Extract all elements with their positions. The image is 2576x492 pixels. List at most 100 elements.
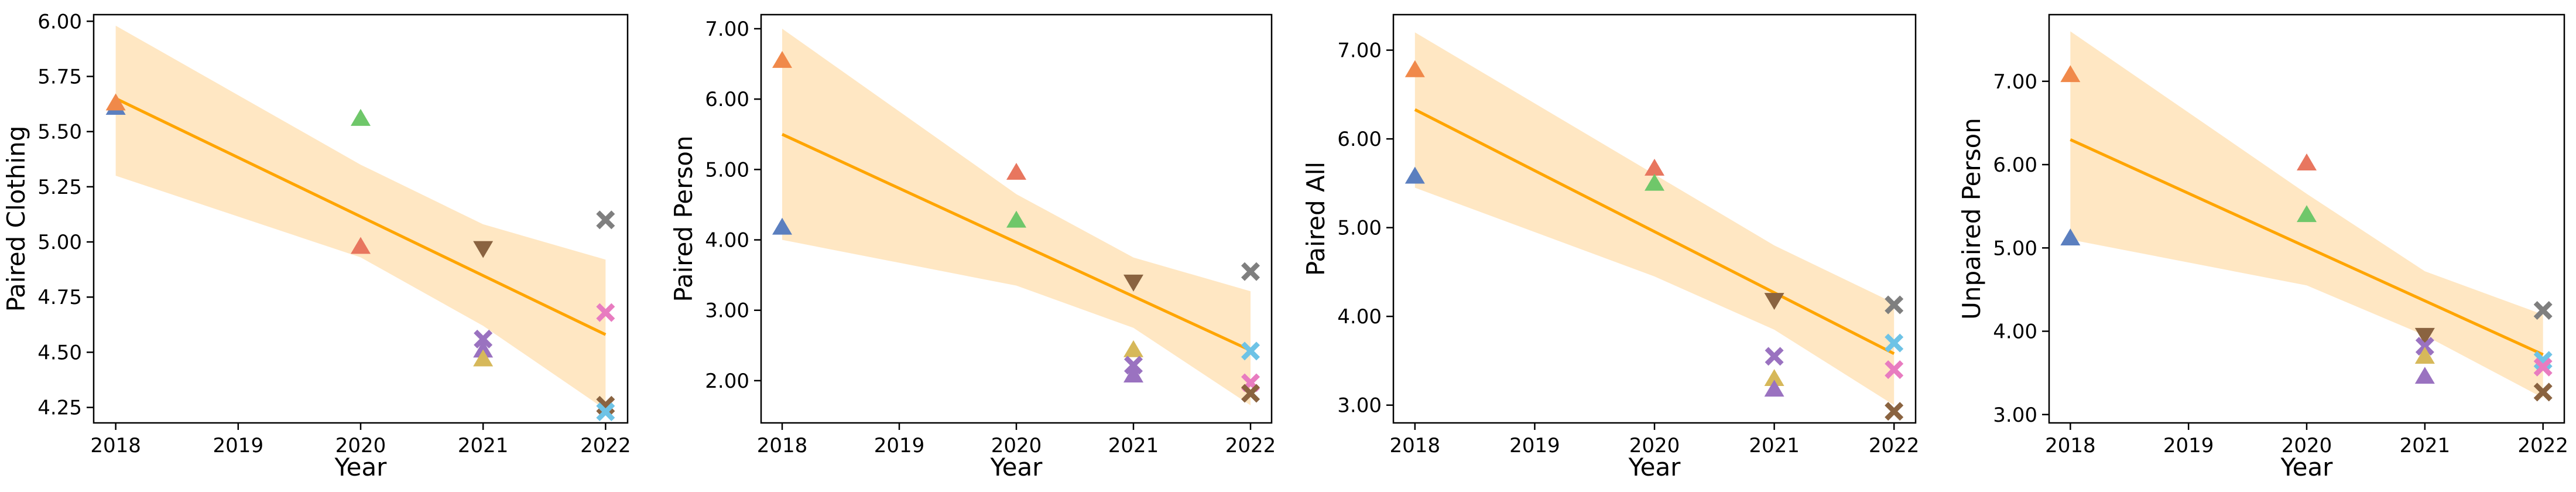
- y-axis-label: Paired Person: [669, 135, 698, 302]
- data-point-7: [1764, 369, 1784, 386]
- chart-panel-1: 2018 2019 2020 2021 2022 4.25 4.50 4.75 5.00 5.25…: [2, 10, 631, 481]
- y-tick-label: 4.00: [1993, 320, 2037, 344]
- x-tick-label: 2020: [2282, 434, 2332, 457]
- trend-line: [1414, 108, 1895, 356]
- data-point-7: [1123, 356, 1143, 375]
- x-tick-label: 2021: [458, 434, 509, 457]
- y-tick-label: 7.00: [705, 18, 749, 41]
- y-tick-label: 6.00: [705, 88, 749, 111]
- data-point-3: [1645, 158, 1664, 176]
- x-tick-label: 2019: [2163, 434, 2214, 457]
- x-tick-label: 2020: [1629, 434, 1680, 457]
- y-tick-label: 4.50: [37, 341, 82, 364]
- data-point-3: [351, 108, 371, 126]
- data-point-4: [351, 237, 371, 254]
- y-tick-label: 5.00: [1337, 217, 1382, 240]
- data-point-12: [2533, 382, 2553, 402]
- data-point-5: [1123, 274, 1143, 292]
- x-tick-label: 2018: [90, 434, 141, 457]
- y-tick-label: 6.00: [37, 10, 82, 33]
- chart-panel-2: 2018 2019 2020 2021 2022 2.00 3.00 4.00 5.00 6.00…: [669, 13, 1276, 481]
- x-tick-label: 2022: [1869, 434, 1920, 457]
- y-tick-label: 4.00: [1337, 305, 1382, 329]
- y-tick-label: 5.00: [705, 158, 749, 182]
- x-axis-label: Year: [334, 453, 388, 481]
- data-point-2: [772, 217, 792, 235]
- data-point-9: [2533, 300, 2553, 320]
- data-point-12: [1241, 384, 1260, 403]
- y-tick-label: 7.00: [1337, 39, 1382, 63]
- y-axis-label: Paired Clothing: [2, 126, 30, 312]
- trend-line: [2070, 138, 2544, 356]
- y-axis-label: Paired All: [1301, 162, 1330, 276]
- data-point-1: [1405, 60, 1425, 77]
- y-tick-label: 5.00: [37, 231, 82, 254]
- x-tick-label: 2021: [1108, 434, 1159, 457]
- data-point-5: [2414, 327, 2435, 345]
- data-point-7: [473, 340, 494, 358]
- x-tick-label: 2022: [2517, 434, 2568, 457]
- data-point-9: [1241, 262, 1260, 281]
- x-axis-label: Year: [2280, 453, 2334, 481]
- data-point-3: [1006, 163, 1026, 180]
- y-tick-label: 4.75: [37, 286, 82, 309]
- y-tick-label: 3.00: [1337, 394, 1382, 418]
- x-axis-label: Year: [1628, 453, 1681, 481]
- x-tick-label: 2020: [991, 434, 1042, 457]
- data-point-8: [473, 349, 494, 367]
- x-tick-label: 2021: [2400, 434, 2451, 457]
- data-point-8: [2414, 367, 2435, 384]
- chart-panel-4: 2018 2019 2020 2021 2022 3.00 4.00 5.00 6.00 7.00…: [1957, 13, 2568, 481]
- y-tick-label: 3.00: [1993, 404, 2037, 427]
- data-point-6: [1765, 347, 1784, 366]
- data-point-4: [1645, 173, 1664, 191]
- data-point-3: [2297, 153, 2317, 170]
- y-tick-label: 5.00: [1993, 237, 2037, 260]
- x-tick-label: 2018: [2045, 434, 2096, 457]
- x-tick-label: 2020: [335, 434, 386, 457]
- y-tick-label: 4.00: [705, 229, 749, 252]
- data-point-2: [105, 93, 126, 111]
- data-point-2: [1405, 166, 1425, 184]
- x-tick-label: 2021: [1749, 434, 1800, 457]
- data-point-1: [772, 50, 792, 68]
- data-point-10: [1241, 341, 1260, 361]
- y-tick-label: 4.25: [37, 397, 82, 420]
- data-point-11: [1885, 360, 1904, 380]
- data-point-5: [473, 241, 494, 258]
- y-tick-label: 5.25: [37, 176, 82, 199]
- y-tick-label: 6.00: [1337, 128, 1382, 151]
- x-tick-label: 2019: [213, 434, 264, 457]
- y-tick-label: 6.00: [1993, 153, 2037, 177]
- y-axis-label: Unpaired Person: [1957, 118, 1986, 320]
- y-tick-label: 5.75: [37, 65, 82, 88]
- data-point-7: [2414, 347, 2435, 364]
- data-point-1: [2060, 65, 2081, 83]
- x-tick-label: 2022: [580, 434, 631, 457]
- trend-line: [781, 133, 1252, 352]
- x-tick-label: 2022: [1225, 434, 1276, 457]
- data-point-8: [1764, 380, 1784, 397]
- data-point-10: [1885, 333, 1904, 353]
- y-tick-label: 7.00: [1993, 70, 2037, 94]
- data-point-6: [2415, 337, 2434, 356]
- data-point-8: [1123, 365, 1143, 383]
- data-point-4: [1006, 210, 1026, 228]
- data-point-10: [596, 303, 615, 322]
- data-point-11: [2533, 357, 2553, 377]
- confidence-band: [1414, 32, 1895, 405]
- trend-line: [115, 97, 607, 336]
- y-tick-label: 3.00: [705, 299, 749, 323]
- x-tick-label: 2019: [1509, 434, 1560, 457]
- data-point-12: [596, 402, 615, 422]
- x-tick-label: 2018: [757, 434, 808, 457]
- data-point-12: [1885, 402, 1904, 421]
- data-point-5: [1764, 293, 1784, 310]
- chart-panel-3: 2018 2019 2020 2021 2022 3.00 4.00 5.00 6.00 7.00…: [1301, 13, 1920, 481]
- y-tick-label: 2.00: [705, 370, 749, 393]
- data-point-9: [596, 210, 615, 230]
- data-point-4: [2297, 205, 2317, 223]
- data-point-2: [2060, 228, 2081, 245]
- x-tick-label: 2019: [874, 434, 925, 457]
